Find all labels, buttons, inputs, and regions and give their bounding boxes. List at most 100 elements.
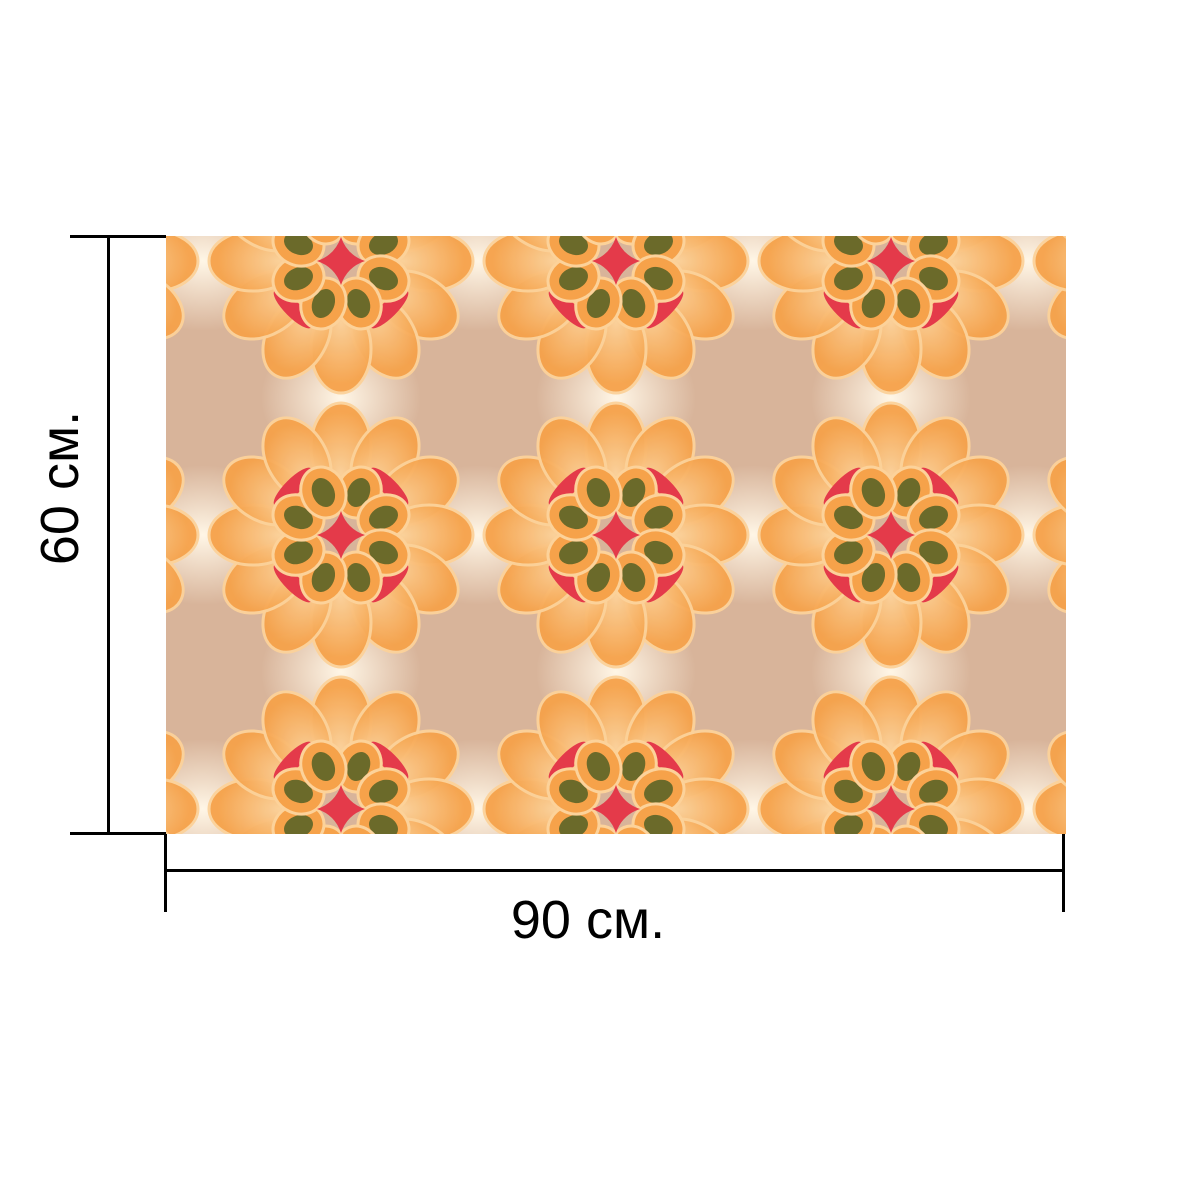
pattern-seed [369, 779, 398, 804]
pattern-seed [644, 540, 673, 565]
pattern-seed [834, 236, 863, 256]
pattern-seed [284, 266, 313, 291]
pattern-seed [559, 236, 588, 256]
pattern-seed [834, 540, 863, 565]
pattern-medallion [166, 729, 200, 834]
pattern-medallion [757, 236, 1025, 395]
pattern-seed [644, 814, 673, 834]
pattern-medallion [207, 675, 475, 834]
pattern-inner-petal [574, 236, 623, 246]
pattern-seed [559, 779, 588, 804]
pattern-seed [644, 236, 673, 256]
pattern-seed [919, 779, 948, 804]
pattern-seed [284, 779, 313, 804]
pattern-petal [1032, 503, 1066, 567]
pattern-inner-petal [299, 236, 348, 246]
pattern-petal [166, 503, 200, 567]
pattern-medallion [757, 675, 1025, 834]
pattern-petal [166, 236, 200, 293]
pattern-medallion [482, 401, 750, 669]
pattern-center-star [592, 785, 640, 833]
pattern-seed [586, 478, 611, 507]
pattern-seed [621, 289, 646, 318]
pattern-center-star [867, 237, 915, 285]
pattern-petal [166, 269, 185, 341]
pattern-petal [166, 455, 185, 527]
pattern-seed [369, 814, 398, 834]
width-label: 90 см. [510, 890, 666, 950]
height-label: 60 см. [30, 410, 90, 566]
pattern-medallion [757, 401, 1025, 669]
pattern-seed [861, 478, 886, 507]
pattern-petal [1047, 543, 1066, 615]
pattern-petal [166, 729, 185, 801]
pattern-medallion [1032, 729, 1066, 834]
pattern-medallion [166, 455, 200, 615]
pattern-medallion [482, 236, 750, 395]
height-dimension-line [107, 235, 110, 835]
pattern-inner-petal [299, 824, 348, 834]
height-tick-bottom [70, 832, 166, 835]
pattern-inner-petal [609, 824, 658, 834]
pattern-center-star [867, 511, 915, 559]
pattern-seed [586, 752, 611, 781]
pattern-medallion [166, 236, 200, 341]
pattern-seed [896, 289, 921, 318]
pattern-petal [1047, 729, 1066, 801]
pattern-inner-petal [609, 236, 658, 246]
pattern-petal [166, 777, 200, 834]
pattern-medallion [1032, 455, 1066, 615]
pattern-center-star [867, 785, 915, 833]
pattern-seed [919, 266, 948, 291]
pattern-seed [834, 814, 863, 834]
pattern-seed [559, 505, 588, 530]
pattern-seed [311, 289, 336, 318]
pattern-inner-petal [334, 824, 383, 834]
pattern-seed [346, 752, 371, 781]
pattern-seed [621, 752, 646, 781]
pattern-medallion [207, 236, 475, 395]
pattern-medallion [482, 675, 750, 834]
pattern-seed [621, 478, 646, 507]
pattern-seed [834, 505, 863, 530]
pattern-inner-petal [884, 236, 933, 246]
pattern-seed [621, 563, 646, 592]
pattern-medallion [1032, 236, 1066, 341]
pattern-seed [834, 266, 863, 291]
pattern-seed [559, 266, 588, 291]
pattern-seed [284, 540, 313, 565]
pattern-seed [861, 289, 886, 318]
pattern-seed [346, 563, 371, 592]
pattern-seed [644, 505, 673, 530]
pattern-seed [369, 266, 398, 291]
pattern-seed [311, 752, 336, 781]
pattern-seed [586, 289, 611, 318]
width-tick-right [1062, 834, 1065, 912]
pattern-center-star [317, 511, 365, 559]
pattern-seed [896, 563, 921, 592]
pattern-seed [644, 779, 673, 804]
pattern-center-star [592, 511, 640, 559]
pattern-seed [284, 814, 313, 834]
pattern-inner-petal [884, 824, 933, 834]
pattern-seed [369, 540, 398, 565]
pattern-petal [1047, 455, 1066, 527]
pattern-seed [369, 505, 398, 530]
width-tick-left [164, 834, 167, 912]
pattern-seed [919, 236, 948, 256]
pattern-seed [369, 236, 398, 256]
pattern-inner-petal [334, 236, 383, 246]
pattern-seed [346, 478, 371, 507]
pattern-petal [1032, 777, 1066, 834]
pattern-seed [861, 563, 886, 592]
pattern-petal [1032, 236, 1066, 293]
pattern-center-star [592, 237, 640, 285]
pattern-seed [644, 266, 673, 291]
pattern-seed [284, 236, 313, 256]
pattern-seed [559, 814, 588, 834]
pattern-seed [311, 478, 336, 507]
pattern-seed [834, 779, 863, 804]
pattern-inner-petal [849, 824, 898, 834]
pattern-seed [861, 752, 886, 781]
